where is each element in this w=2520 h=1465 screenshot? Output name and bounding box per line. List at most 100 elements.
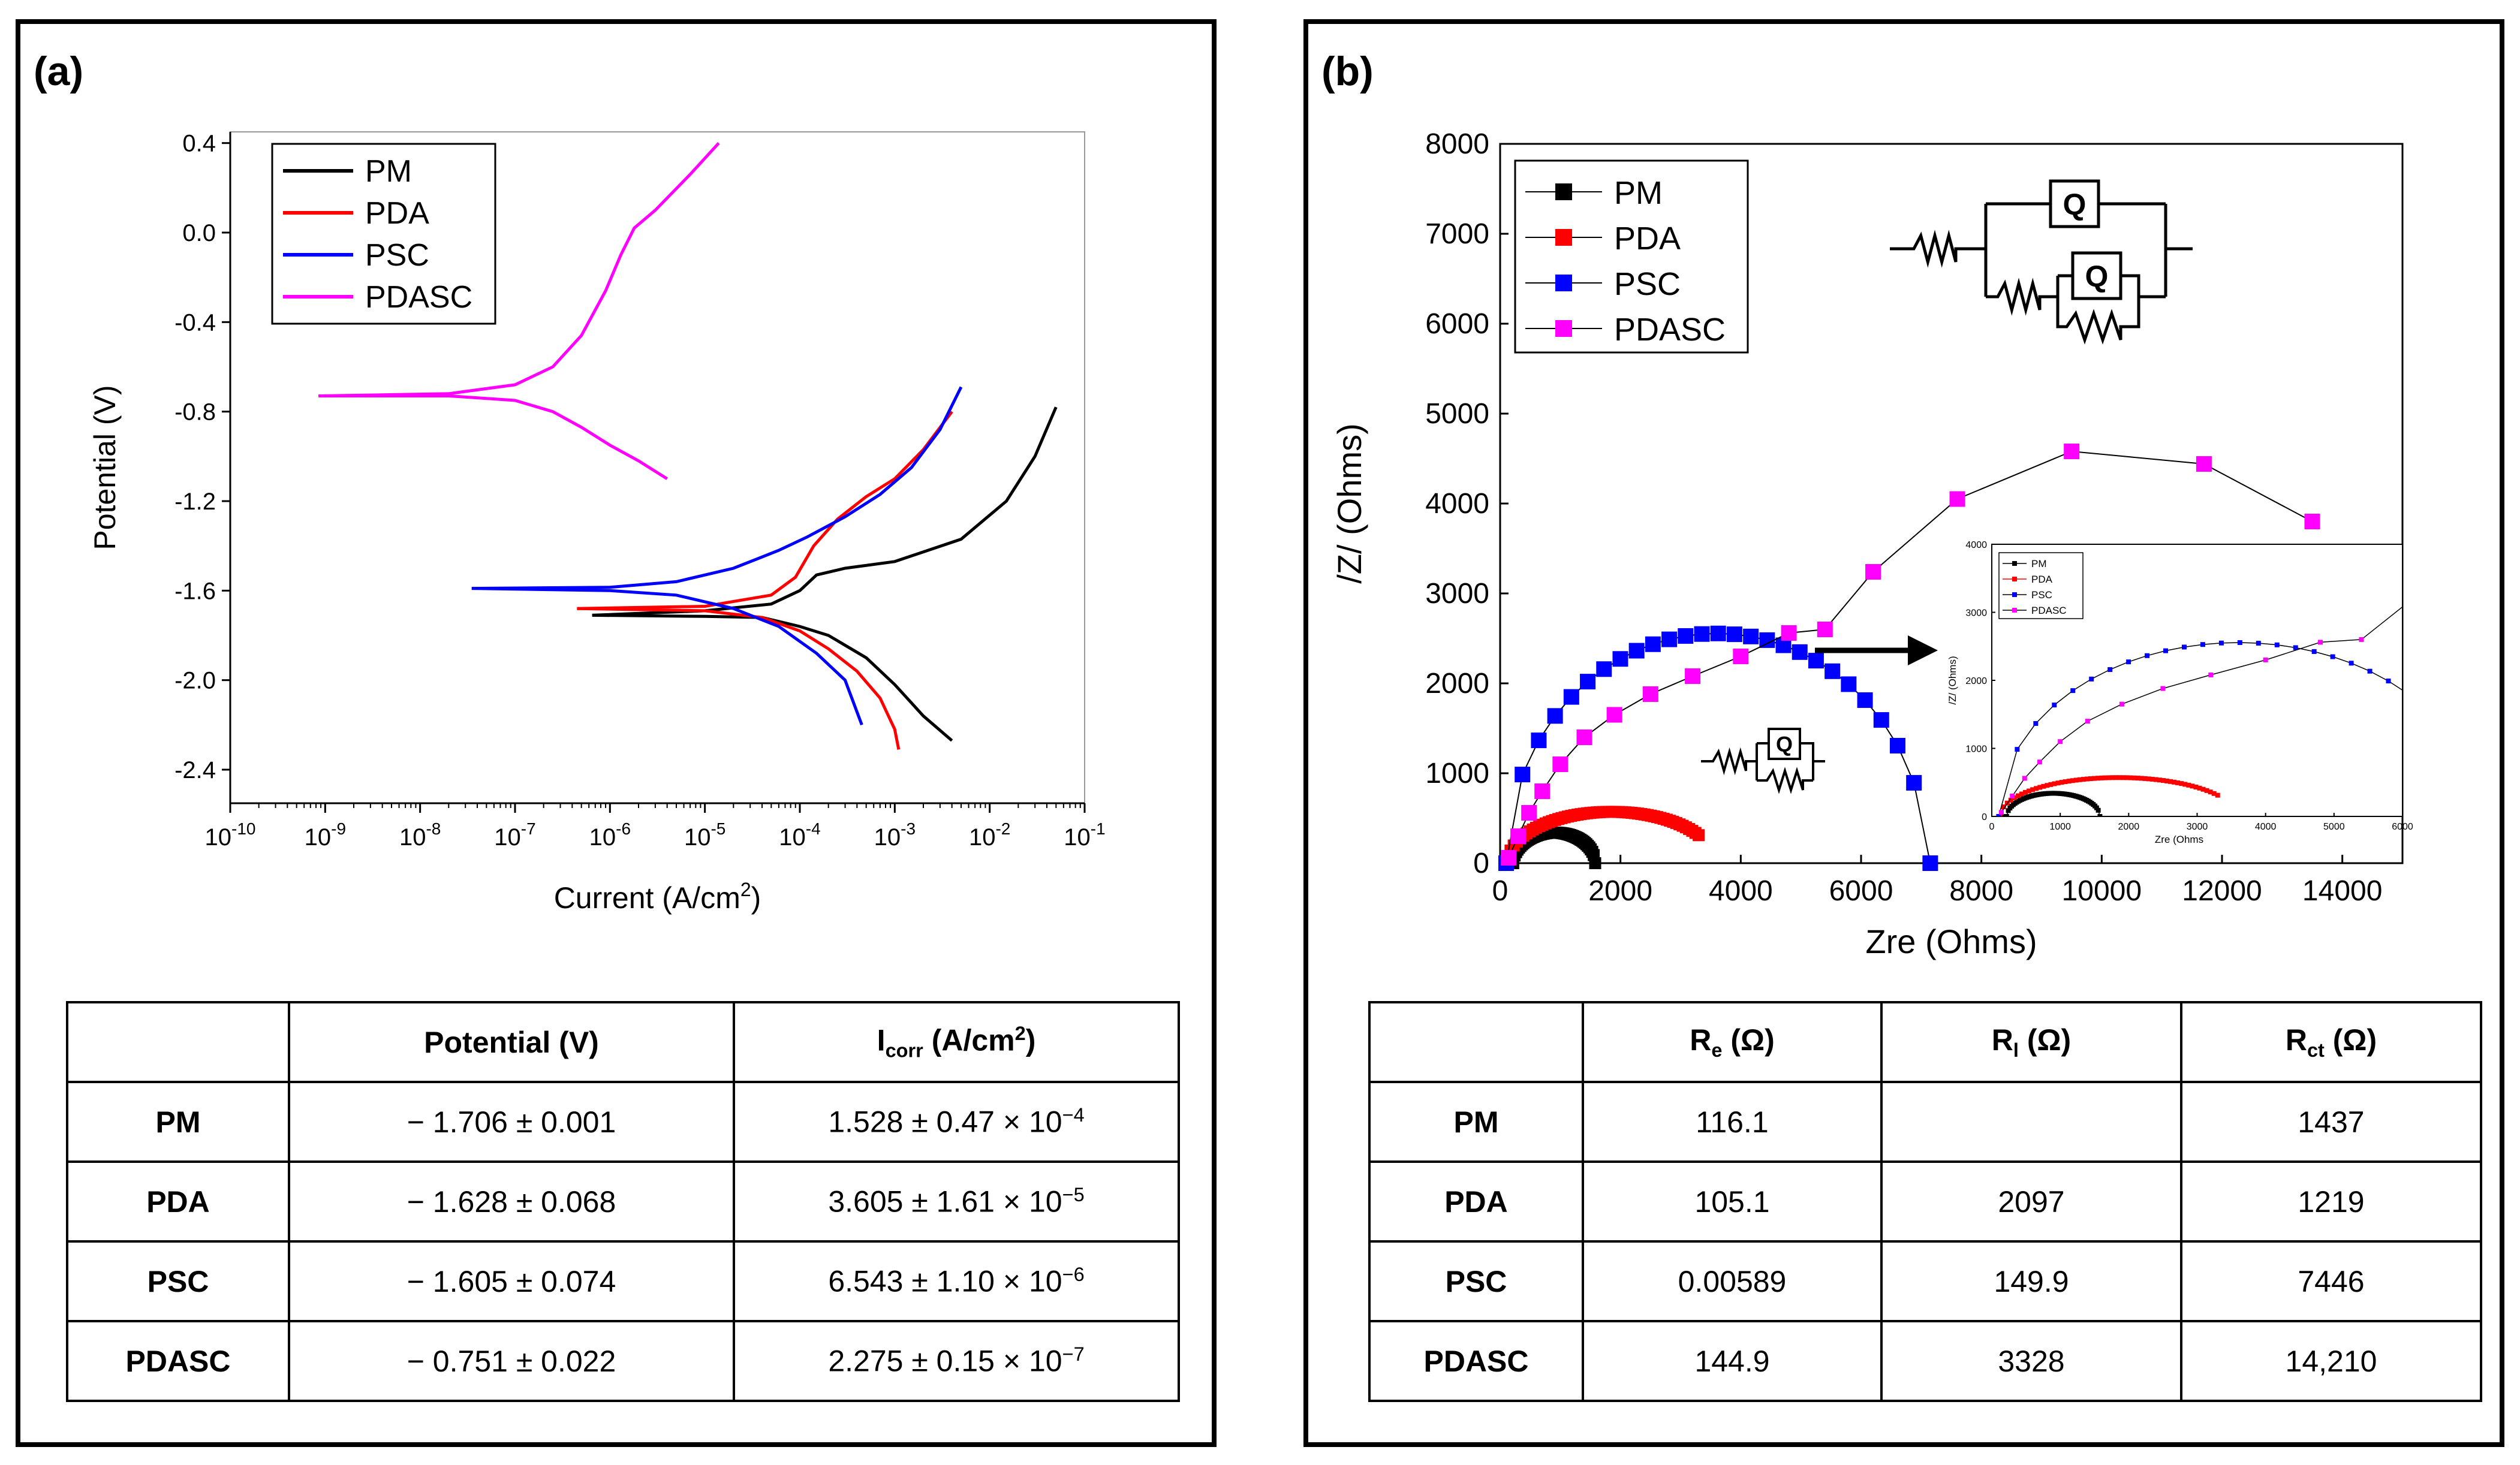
inset-data-point <box>2193 785 2199 790</box>
inset-y-axis-label: /Z/ (Ohms) <box>1947 656 1958 704</box>
inset-data-point <box>2168 779 2173 784</box>
inset-data-point <box>2015 747 2020 752</box>
small-circuit-label-q: Q <box>1776 732 1793 756</box>
table-row: PDASC 144.9 3328 14,210 <box>1368 1320 2482 1402</box>
x-tick-exponent: -8 <box>426 819 441 838</box>
inset-data-point <box>1996 814 2001 816</box>
panel-b-label: (b) <box>1321 49 1374 94</box>
header-rct-main: R <box>2285 1023 2307 1057</box>
x-tick-label: 0 <box>1492 875 1509 907</box>
row-icorr: 3.605 ± 1.61 × 10−5 <box>733 1160 1180 1243</box>
x-axis-label-sup: 2 <box>740 879 751 900</box>
legend-label: PSC <box>365 238 429 273</box>
x-axis-label: Zre (Ohms) <box>1865 923 2037 960</box>
x-tick-exponent: -9 <box>331 819 346 838</box>
inset-data-point <box>2186 782 2191 788</box>
inset-legend-swatch <box>2012 592 2017 597</box>
inset-data-point <box>2096 807 2101 813</box>
inset-data-point <box>2131 775 2137 780</box>
row-name: PDASC <box>66 1320 290 1402</box>
data-point <box>1661 631 1678 647</box>
row-icorr: 1.528 ± 0.47 × 10−4 <box>733 1081 1180 1163</box>
y-tick-label: 3000 <box>1425 578 1489 610</box>
inset-data-point <box>2103 775 2108 780</box>
x-tick-label: 10-1 <box>1064 819 1105 851</box>
data-point <box>1922 855 1938 871</box>
inset-data-point <box>2139 776 2144 781</box>
data-point <box>1808 653 1824 669</box>
circuit-element-q2 <box>2071 251 2122 300</box>
inset-x-axis-label: Zre (Ohms <box>2155 834 2203 845</box>
inset-data-point <box>2089 676 2094 682</box>
panel-a-label: (a) <box>34 49 84 94</box>
inset-data-point <box>2175 780 2181 785</box>
inset-data-point <box>2004 814 2009 816</box>
legend-box <box>271 143 496 325</box>
data-point <box>1949 491 1965 507</box>
x-axis-label-end: ) <box>751 881 761 915</box>
inset-data-point <box>2022 776 2027 781</box>
inset-data-point <box>2110 775 2115 780</box>
y-tick-label: 8000 <box>1425 128 1489 160</box>
inset-data-point <box>2349 661 2354 666</box>
y-tick-label: 0 <box>1473 848 1489 879</box>
icorr-exponent: −5 <box>1062 1184 1085 1206</box>
inset-data-point <box>2037 785 2043 790</box>
inset-x-tick-label: 1000 <box>2049 822 2071 832</box>
y-tick-label: 4000 <box>1425 488 1489 520</box>
row-name: PM <box>1368 1081 1584 1163</box>
data-point <box>1685 668 1701 684</box>
row-rl: 3328 <box>1880 1320 2182 1402</box>
inset-data-point <box>2019 791 2025 797</box>
inset-legend-label: PM <box>2031 558 2047 569</box>
data-point <box>1693 829 1705 842</box>
row-rl <box>1880 1081 2182 1163</box>
inset-data-point <box>2208 789 2213 795</box>
inset-data-point <box>2077 777 2082 782</box>
inset-data-point <box>2330 654 2335 659</box>
row-potential: − 1.706 ± 0.001 <box>288 1081 735 1163</box>
inset-legend-swatch <box>2012 561 2017 566</box>
inset-data-point <box>2190 783 2195 789</box>
x-axis-label: Current (A/cm2) <box>554 879 761 915</box>
inset-data-point <box>2163 648 2169 653</box>
inset-chart: 0 1000 2000 3000 4000 0 1000 2000 3000 4000 5000 60… <box>1947 540 2413 845</box>
inset-data-point <box>2106 775 2112 780</box>
x-tick-exponent: -5 <box>710 819 725 838</box>
legend-label: PM <box>1614 175 1663 211</box>
inset-data-point <box>2204 788 2209 793</box>
table-row: PM 116.1 1437 <box>1368 1081 2482 1163</box>
header-rl-unit: (Ω) <box>2018 1023 2072 1057</box>
inset-data-point <box>2146 776 2151 782</box>
data-point <box>1865 564 1881 580</box>
legend: PM PDA PSC PDASC <box>1514 159 1749 354</box>
inset-y-tick-label: 4000 <box>1965 540 1987 550</box>
x-tick-label: 10-10 <box>205 819 256 851</box>
inset-data-point <box>2041 783 2046 789</box>
legend-swatch <box>1555 229 1572 246</box>
inset-data-point <box>2027 788 2032 794</box>
icorr-value: 3.605 ± 1.61 × 10 <box>828 1184 1062 1219</box>
data-point <box>1857 692 1873 708</box>
inset-data-point <box>2145 653 2150 658</box>
table-corner-cell <box>66 1001 290 1083</box>
data-point <box>1612 651 1628 667</box>
inset-data-point <box>2318 640 2323 645</box>
row-re: 0.00589 <box>1582 1240 1883 1322</box>
x-tick-label: 10-8 <box>399 819 441 851</box>
y-axis-label: Potential (V) <box>88 385 122 550</box>
series-psc-cathodic <box>471 587 863 726</box>
header-rl-main: R <box>1991 1023 2013 1057</box>
x-tick-exponent: -1 <box>1091 819 1106 838</box>
data-point <box>1576 730 1592 745</box>
y-tick-label: -1.2 <box>174 489 216 515</box>
nyquist-chart: 0 1000 2000 3000 4000 5000 6000 7000 8000 0 2000 40… <box>1330 128 2413 960</box>
icorr-value: 1.528 ± 0.47 × 10 <box>828 1105 1062 1139</box>
polarization-table: Potential (V) Icorr (A/cm2) PM − 1.706 ±… <box>66 1001 1180 1402</box>
icorr-exponent: −4 <box>1062 1104 1085 1126</box>
inset-data-point <box>2386 679 2391 684</box>
data-point <box>1552 756 1568 772</box>
row-rl: 2097 <box>1880 1160 2182 1243</box>
x-axis-label-main: Current (A/cm <box>554 881 740 915</box>
inset-data-point <box>2037 759 2042 765</box>
